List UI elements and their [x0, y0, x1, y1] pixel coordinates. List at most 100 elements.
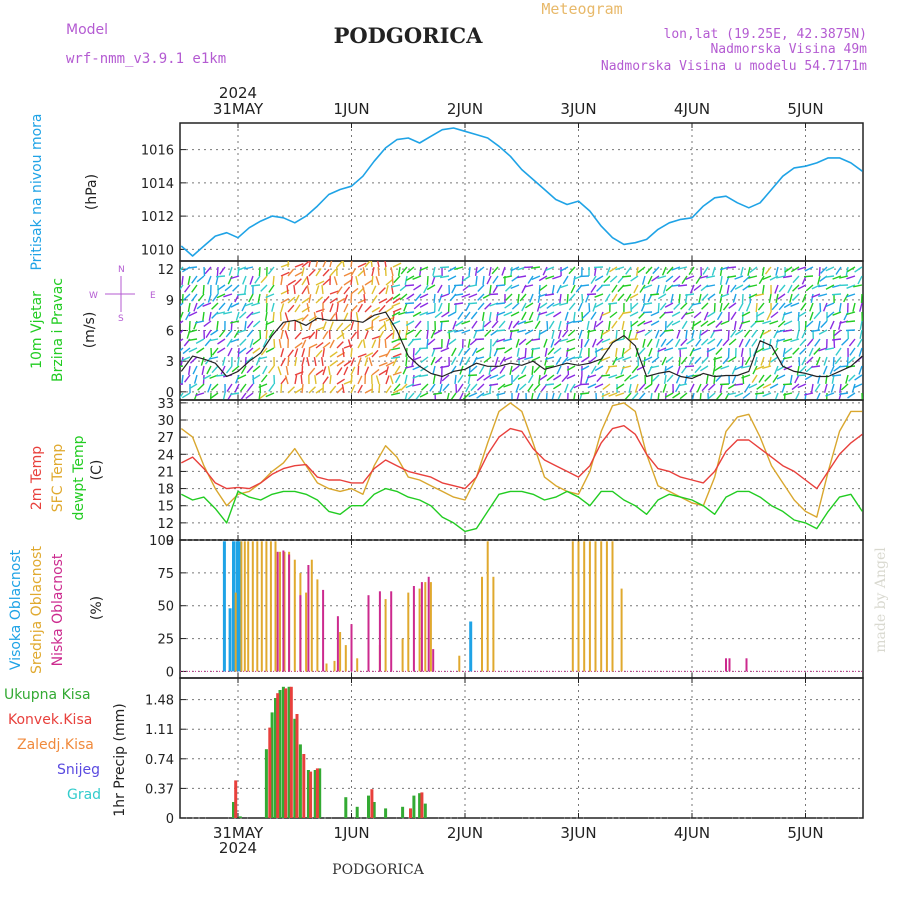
wind-arrow [799, 365, 807, 373]
wind-arrow [664, 365, 674, 372]
mid-cloud-bar [339, 632, 342, 672]
wind-arrow [286, 285, 289, 295]
wind-arrow [420, 356, 429, 364]
wind-arrow [587, 374, 597, 379]
wind-arrow [426, 338, 429, 348]
mid-cloud-bar [429, 582, 432, 672]
wind-arrow [559, 338, 569, 343]
wind-arrow [181, 275, 184, 285]
wind-arrow [782, 275, 793, 279]
wind-arrow [625, 293, 632, 302]
wind-arrow [483, 374, 492, 381]
wind-arrow [831, 374, 842, 377]
wind-arrow [663, 311, 674, 314]
wind-arrow [601, 374, 611, 377]
wind-arrow [586, 293, 597, 296]
wind-arrow [371, 267, 375, 277]
wind-arrow [308, 321, 313, 331]
wind-arrow [494, 356, 499, 366]
wind-arrow [681, 275, 688, 284]
wind-arrow [741, 293, 744, 304]
wind-arrow [615, 329, 618, 340]
wind-arrow [280, 348, 285, 358]
mid-cloud-bar [424, 582, 427, 672]
wind-arrow [254, 275, 261, 284]
wind-arrow [391, 392, 401, 396]
wind-arrow [517, 356, 527, 361]
wind-arrow [467, 302, 478, 305]
panel-frame [179, 677, 864, 819]
wind-arrow [364, 330, 369, 340]
wind-arrow [262, 338, 268, 348]
wind-arrow [188, 320, 191, 331]
cloud-axis-unit: (%) [89, 596, 105, 620]
low-cloud-bar [745, 658, 748, 672]
wind-arrow [229, 392, 240, 396]
wind-arrow [188, 311, 198, 317]
wind-arrow [246, 329, 254, 338]
wind-arrow [355, 276, 359, 286]
wind-arrow [203, 320, 212, 327]
wind-arrow [217, 347, 226, 354]
wind-arrow [371, 368, 380, 376]
wind-arrow [797, 266, 807, 271]
wind-arrow [564, 311, 569, 321]
wind-arrow [412, 356, 422, 361]
wind-arrow [624, 374, 632, 382]
wind-arrow [568, 266, 576, 275]
wind-arrow [371, 295, 378, 304]
wind-arrow [684, 365, 695, 368]
wind-arrow [700, 320, 709, 327]
wind-arrow [776, 374, 786, 380]
wind-arrow [783, 338, 793, 343]
wind-arrow [695, 275, 702, 284]
low-cloud-bar [390, 591, 393, 672]
wind-arrow [187, 275, 191, 285]
wind-arrow [418, 374, 429, 378]
wind-arrow [419, 266, 429, 272]
wind-arrow [237, 266, 240, 276]
wind-arrow [293, 285, 296, 295]
wind-arrow [586, 320, 590, 330]
mid-cloud-bar [588, 541, 591, 672]
wind-arrow [391, 284, 401, 288]
wind-arrow [209, 338, 219, 342]
wind-arrow [453, 284, 464, 287]
wind-arrow [699, 275, 709, 279]
wind-arrow [385, 366, 389, 376]
mid-cloud-bar [418, 588, 421, 672]
wind-arrow [440, 320, 443, 330]
wind-arrow [343, 360, 352, 367]
wind-arrow [666, 266, 674, 275]
wind-arrow [762, 320, 772, 325]
wind-arrow [829, 365, 835, 375]
wind-arrow [491, 266, 499, 275]
wind-arrow [181, 293, 184, 304]
wind-arrow [742, 275, 751, 283]
wind-arrow [805, 320, 814, 328]
wind-arrow [594, 266, 597, 277]
wind-arrow [327, 365, 331, 376]
wind-arrow [322, 295, 330, 304]
wind-arrow [432, 275, 443, 278]
wind-arrow [336, 367, 343, 376]
wind-arrow [385, 385, 392, 394]
wind-arrow [790, 266, 800, 273]
wind-compass: W E N S [89, 265, 156, 324]
wind-arrow [188, 383, 198, 390]
wind-arrow [181, 392, 191, 399]
wind-arrow [501, 266, 506, 276]
wind-arrow [621, 311, 632, 315]
wind-arrow [637, 320, 646, 327]
wind-arrow [621, 284, 632, 287]
wind-arrow [192, 365, 198, 375]
wind-arrow [434, 311, 443, 319]
wind-arrow [838, 302, 842, 313]
wind-arrow [237, 356, 240, 367]
wind-arrow [817, 320, 821, 330]
wind-arrow [651, 356, 660, 364]
wind-arrow [531, 266, 541, 269]
wind-arrow [457, 347, 464, 357]
wind-arrow [534, 320, 541, 330]
wind-arrow [573, 320, 583, 323]
